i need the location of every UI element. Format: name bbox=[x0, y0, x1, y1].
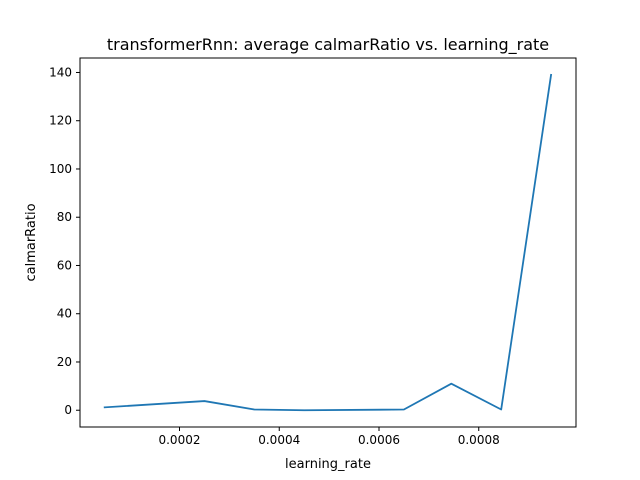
x-axis: 0.0002 0.0004 0.0006 0.0008 bbox=[158, 427, 500, 447]
y-tick-label: 100 bbox=[49, 162, 72, 176]
x-axis-label: learning_rate bbox=[285, 457, 371, 472]
y-tick-label: 0 bbox=[64, 403, 72, 417]
x-tick-label: 0.0008 bbox=[458, 433, 500, 447]
x-tick-label: 0.0004 bbox=[258, 433, 300, 447]
y-tick-label: 20 bbox=[57, 355, 72, 369]
y-tick-label: 40 bbox=[57, 307, 72, 321]
plot-area bbox=[79, 57, 577, 428]
y-tick-label: 60 bbox=[57, 258, 72, 272]
series-line bbox=[103, 73, 553, 412]
y-tick-label: 120 bbox=[49, 114, 72, 128]
y-axis-label: calmarRatio bbox=[24, 203, 39, 281]
chart-title: transformerRnn: average calmarRatio vs. … bbox=[107, 35, 549, 55]
plot-frame bbox=[79, 57, 577, 428]
y-tick-label: 140 bbox=[49, 65, 72, 79]
y-tick-label: 80 bbox=[57, 210, 72, 224]
x-tick-label: 0.0002 bbox=[158, 433, 200, 447]
series-layer bbox=[103, 73, 553, 412]
y-axis: 0 20 40 60 80 100 120 140 bbox=[49, 65, 80, 417]
x-tick-label: 0.0006 bbox=[358, 433, 400, 447]
